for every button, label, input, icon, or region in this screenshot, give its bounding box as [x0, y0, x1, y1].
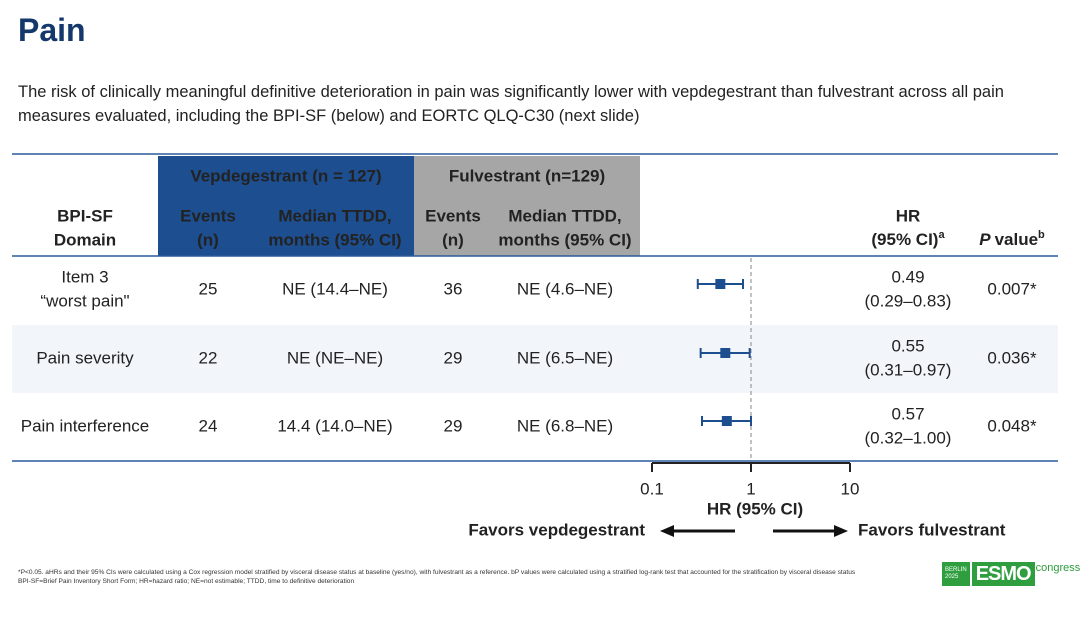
hr-point — [720, 348, 731, 358]
hr-value: 0.55 — [891, 336, 924, 355]
column-header: Median TTDD, — [508, 206, 621, 225]
column-header: BPI-SF — [57, 206, 113, 225]
header-sup: b — [1038, 229, 1045, 241]
table-cell: NE (NE–NE) — [287, 348, 383, 367]
x-tick-label: 1 — [746, 479, 755, 498]
column-header: (95% CI)a — [871, 229, 945, 250]
header-text: value — [995, 230, 1038, 249]
row-label: Item 3 — [61, 267, 108, 286]
group-header-bg — [414, 156, 640, 256]
row-bg — [12, 325, 1058, 393]
hr-point — [715, 279, 726, 289]
header-text: (95% CI) — [871, 230, 938, 249]
table-cell: 29 — [444, 348, 463, 367]
table-cell: 22 — [199, 348, 218, 367]
table-cell: NE (6.8–NE) — [517, 416, 613, 435]
table-cell: 36 — [444, 279, 463, 298]
footnotes: *P<0.05. aHRs and their 95% CIs were cal… — [18, 568, 908, 586]
hr-value: 0.57 — [891, 404, 924, 423]
column-header: (n) — [442, 230, 464, 249]
column-header: (n) — [197, 230, 219, 249]
column-header: Events — [180, 206, 236, 225]
table-cell: NE (4.6–NE) — [517, 279, 613, 298]
hr-value: 0.49 — [891, 267, 924, 286]
annotation: Favors fulvestrant — [858, 520, 1006, 539]
p-value: 0.007* — [987, 279, 1037, 298]
group-header: Fulvestrant (n=129) — [449, 166, 605, 185]
logo-city: BERLIN 2025 — [942, 562, 970, 586]
column-header: months (95% CI) — [268, 230, 401, 249]
p-value: 0.036* — [987, 348, 1037, 367]
footnote: *P<0.05. aHRs and their 95% CIs were cal… — [18, 569, 856, 576]
column-header: Domain — [54, 230, 116, 249]
hr-ci: (0.32–1.00) — [865, 428, 952, 447]
table-cell: 14.4 (14.0–NE) — [277, 416, 392, 435]
table-cell: 24 — [199, 416, 218, 435]
table-cell: 25 — [199, 279, 218, 298]
logo-esmo: ESMO — [971, 562, 1035, 586]
column-header: months (95% CI) — [498, 230, 631, 249]
header-sup: a — [938, 229, 945, 241]
arrow-head — [660, 525, 674, 537]
forest-table: Vepdegestrant (n = 127) Fulvestrant (n=12… — [12, 153, 1058, 539]
header-italic: P — [979, 230, 991, 249]
row-label: Pain interference — [21, 416, 150, 435]
slide-title: Pain — [18, 12, 86, 48]
table-cell: 29 — [444, 416, 463, 435]
column-header: Events — [425, 206, 481, 225]
table-cell: NE (14.4–NE) — [282, 279, 388, 298]
x-axis-label: HR (95% CI) — [707, 499, 803, 518]
p-value: 0.048* — [987, 416, 1037, 435]
hr-ci: (0.31–0.97) — [865, 360, 952, 379]
logo-congress: congress — [1035, 562, 1080, 574]
x-tick-label: 10 — [841, 479, 860, 498]
logo-text: 2025 — [945, 574, 959, 580]
x-tick-label: 0.1 — [640, 479, 664, 498]
row-label: “worst pain" — [40, 291, 129, 310]
slide-subtitle: The risk of clinically meaningful defini… — [18, 83, 1004, 125]
logo: BERLIN 2025 ESMO congress — [942, 562, 1080, 588]
arrow-head — [834, 525, 848, 537]
group-header-bg — [158, 156, 414, 256]
annotation: Favors vepdegestrant — [468, 520, 645, 539]
footnote: BPI-SF=Brief Pain Inventory Short Form; … — [18, 578, 355, 585]
logo-text: BERLIN — [945, 567, 967, 573]
column-header: HR — [896, 206, 921, 225]
table-cell: NE (6.5–NE) — [517, 348, 613, 367]
hr-point — [721, 416, 732, 426]
hr-ci: (0.29–0.83) — [865, 291, 952, 310]
row-label: Pain severity — [36, 348, 134, 367]
column-header: Median TTDD, — [278, 206, 391, 225]
group-header: Vepdegestrant (n = 127) — [190, 166, 381, 185]
